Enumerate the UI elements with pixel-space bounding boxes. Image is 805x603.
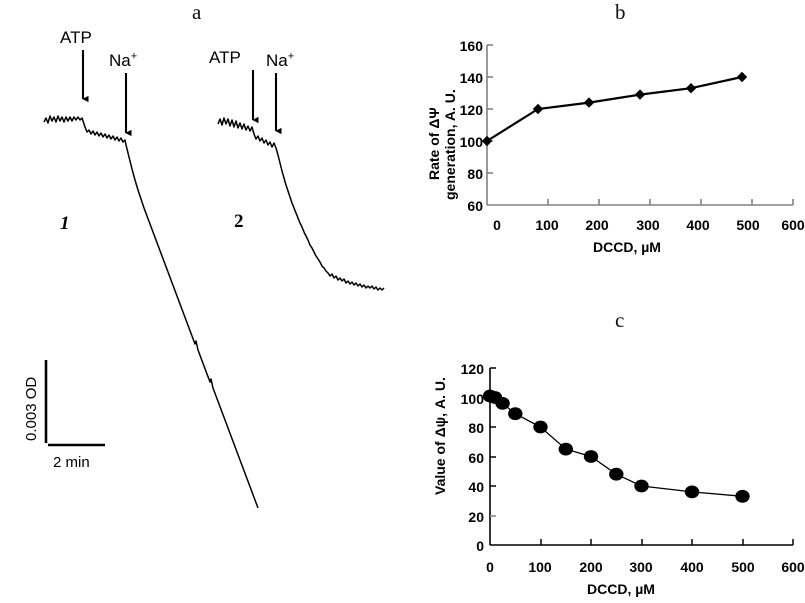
panel-c-data-point-500	[735, 489, 750, 503]
trace-1-atp-label: ATP	[60, 29, 92, 46]
panel-b-ytick-100: 100	[459, 134, 483, 150]
trace-1-na-label: Na+	[109, 50, 138, 70]
panel-b-letter: b	[615, 0, 626, 24]
panel-c-xtick-100: 100	[528, 559, 552, 575]
panel-a-letter: a	[192, 0, 202, 24]
panel-c-x-axis-title: DCCD, µM	[587, 581, 655, 597]
panel-b-xtick-300: 300	[636, 217, 660, 233]
panel-c-series	[482, 389, 750, 503]
panel-b-xtick-200: 200	[585, 217, 609, 233]
panel-b-data-point-500	[736, 71, 748, 83]
trace-2-na-label: Na+	[266, 50, 295, 70]
panel-b-xtick-500: 500	[736, 217, 760, 233]
trace-2-na-sup: +	[287, 50, 295, 63]
panel-b-xtick-400: 400	[686, 217, 710, 233]
panel-c-ytick-120: 120	[460, 361, 484, 377]
trace-2-na-text: Na	[266, 51, 288, 70]
panel-c-data-point-100	[533, 420, 548, 434]
panel-c-ytick-60: 60	[468, 450, 484, 466]
panel-b-xtick-0: 0	[493, 217, 501, 233]
panel-c-plot-area	[482, 367, 794, 546]
panel-c-data-point-300	[634, 479, 649, 493]
panel-c-series-line	[489, 395, 743, 497]
trace-2-atp-label: ATP	[209, 49, 241, 66]
panel-b-x-axis-title: DCCD, µM	[593, 239, 661, 255]
panel-c-xtick-0: 0	[486, 559, 494, 575]
panel-b-ytick-80: 80	[467, 166, 483, 182]
panel-c-data-point-50	[508, 407, 523, 421]
panel-c-data-point-250	[609, 467, 624, 481]
panel-b-ytick-160: 160	[459, 38, 483, 54]
panel-b-series	[481, 71, 748, 147]
panel-b-plot-area	[481, 44, 794, 206]
panel-b-ytick-60: 60	[467, 198, 483, 214]
panel-c-data-point-25	[495, 397, 510, 410]
panel-b-data-point-300	[634, 89, 646, 100]
panel-a: a ATP Na+ ATP Na+ 1 2 0.003 OD 2 min	[0, 0, 420, 520]
panel-c-ytick-40: 40	[468, 479, 484, 495]
panel-c-xtick-500: 500	[731, 559, 755, 575]
panel-c-letter: c	[615, 308, 625, 332]
trace-1-na-text: Na	[109, 51, 131, 70]
panel-b-xtick-600: 600	[781, 217, 805, 233]
panel-b-ytick-120: 120	[459, 102, 483, 118]
panel-c-xtick-400: 400	[680, 559, 704, 575]
panel-c-data-point-150	[558, 442, 573, 456]
trace-1-atp-text: ATP	[60, 28, 92, 47]
panel-c-data-point-400	[684, 485, 700, 499]
panel-b-data-point-200	[583, 97, 595, 108]
panel-b-series-markers	[481, 71, 748, 147]
panel-c: c Value of Δψ, A. U. 120 100 80 60 40 20…	[415, 300, 805, 603]
panel-c-xtick-200: 200	[579, 559, 603, 575]
trace-1-na-sup: +	[130, 50, 138, 63]
trace-2-atp-text: ATP	[209, 48, 241, 67]
panel-a-plot	[43, 50, 385, 509]
panel-c-ytick-20: 20	[468, 509, 484, 525]
panel-c-ytick-80: 80	[468, 420, 484, 436]
trace-2-number: 2	[234, 211, 244, 232]
panel-b-series-line	[486, 75, 743, 142]
trace-1-recording	[43, 115, 259, 509]
panel-b-data-point-0	[481, 135, 493, 147]
scalebar-horizontal-label: 2 min	[53, 454, 90, 471]
panel-b: b Rate of ΔΨ generation, A. U. 160 140 1…	[415, 0, 805, 270]
panel-b-data-point-100	[532, 103, 544, 115]
panel-c-xtick-600: 600	[781, 559, 805, 575]
panel-c-ytick-100: 100	[460, 391, 484, 407]
panel-c-ytick-0: 0	[476, 538, 484, 554]
panel-b-data-point-400	[685, 83, 697, 94]
panel-c-data-point-200	[583, 450, 599, 463]
trace-2-recording	[217, 117, 385, 291]
panel-c-series-markers	[482, 389, 750, 503]
panel-c-xtick-300: 300	[629, 559, 653, 575]
panel-b-ytick-140: 140	[459, 70, 483, 86]
panel-b-xtick-100: 100	[535, 217, 559, 233]
trace-1-number: 1	[60, 213, 70, 234]
